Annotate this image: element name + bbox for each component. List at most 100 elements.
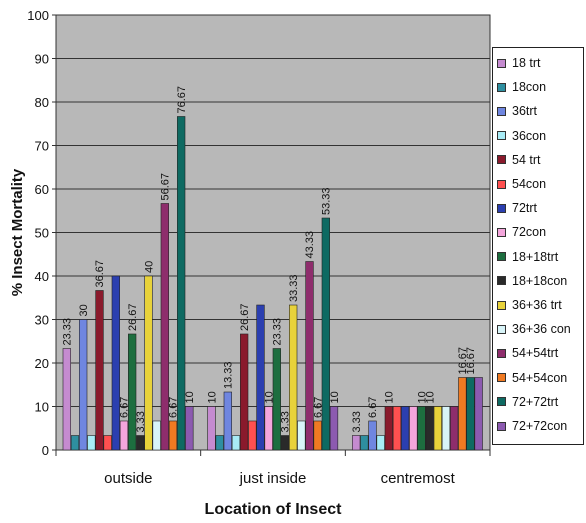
bar	[401, 406, 410, 451]
bar	[280, 435, 290, 451]
bar	[207, 406, 216, 451]
bar	[223, 391, 232, 451]
legend-swatch	[497, 179, 506, 189]
legend-item: 54con	[497, 173, 546, 195]
data-label: 23.33	[272, 318, 284, 346]
legend-swatch	[497, 155, 506, 165]
legend-swatch	[497, 276, 506, 286]
y-tick-label: 50	[35, 226, 49, 241]
legend-label: 72+72con	[512, 419, 568, 433]
data-label: 76.67	[176, 86, 188, 114]
x-category-label: just inside	[239, 470, 307, 487]
x-axis-title: Location of Insect	[205, 501, 343, 518]
bar	[111, 275, 120, 451]
data-label: 10	[384, 391, 396, 403]
legend-label: 54 trt	[512, 152, 541, 167]
legend-label: 36con	[512, 128, 547, 143]
x-category-label: centremost	[381, 470, 456, 487]
bar	[376, 435, 385, 451]
data-label: 30	[78, 304, 90, 316]
bar	[409, 406, 418, 451]
data-label: 3.33	[351, 411, 363, 432]
data-label: 33.33	[288, 274, 300, 302]
legend-item: 54 trt	[497, 149, 541, 171]
bar	[417, 406, 426, 451]
bar	[248, 420, 257, 451]
legend-item: 72con	[497, 221, 546, 243]
data-label: 6.67	[168, 397, 180, 418]
y-tick-label: 100	[27, 8, 49, 23]
data-label: 53.33	[321, 187, 333, 215]
bar	[392, 406, 402, 451]
y-tick-label: 40	[35, 269, 49, 284]
bar	[466, 377, 475, 451]
legend-label: 18con	[512, 80, 547, 95]
bar	[297, 420, 306, 451]
bar	[70, 435, 80, 451]
legend-swatch	[497, 58, 506, 68]
legend: 18 trt 18con 36trt 36con 54 trt 54con 72trt 72c…	[492, 47, 584, 445]
data-label: 13.33	[223, 361, 235, 389]
bar	[240, 333, 249, 451]
bar	[474, 377, 483, 451]
legend-label: 54con	[512, 177, 547, 191]
legend-label: 18+18trt	[512, 249, 559, 264]
data-label: 10	[263, 391, 275, 403]
legend-swatch	[497, 421, 506, 431]
legend-label: 54+54trt	[512, 346, 559, 361]
bar	[215, 435, 224, 451]
bar	[128, 333, 137, 451]
bar	[177, 116, 186, 451]
legend-swatch	[497, 373, 506, 383]
bar	[305, 261, 314, 451]
bar	[313, 420, 322, 451]
bar	[368, 420, 377, 451]
legend-item: 72+72trt	[497, 391, 558, 413]
bar	[264, 406, 273, 451]
y-tick-label: 60	[35, 182, 49, 197]
legend-swatch	[497, 82, 506, 92]
data-label: 16.67	[457, 347, 469, 375]
legend-swatch	[497, 252, 506, 262]
legend-swatch	[497, 203, 506, 213]
legend-item: 18+18con	[497, 270, 567, 292]
legend-item: 18con	[497, 76, 546, 98]
data-label: 10	[416, 391, 428, 403]
legend-item: 36con	[497, 125, 546, 147]
legend-swatch	[497, 324, 506, 334]
y-tick-label: 20	[35, 356, 49, 371]
bar	[185, 406, 194, 451]
legend-item: 72trt	[497, 197, 537, 219]
legend-label: 72trt	[512, 201, 538, 216]
y-tick-label: 30	[35, 313, 49, 328]
data-label: 3.33	[280, 411, 292, 432]
legend-label: 36+36 trt	[512, 298, 562, 312]
bar	[321, 217, 330, 451]
data-label: 10	[424, 391, 436, 403]
legend-label: 72con	[512, 225, 547, 240]
bar	[329, 406, 339, 451]
legend-item: 36+36 trt	[497, 294, 562, 316]
bar	[272, 348, 281, 451]
y-axis-title: % Insect Mortality	[9, 168, 26, 296]
bar	[231, 435, 241, 451]
legend-label: 18 trt	[512, 56, 541, 70]
bar	[103, 435, 112, 451]
data-label: 23.33	[62, 318, 74, 346]
bar	[441, 406, 451, 451]
bar	[87, 435, 96, 451]
x-category-label: outside	[104, 470, 152, 487]
data-label: 16.67	[465, 347, 477, 375]
data-label: 10	[329, 391, 341, 403]
data-label: 26.67	[127, 303, 139, 331]
data-label: 10	[184, 391, 196, 403]
legend-item: 54+54con	[497, 367, 567, 389]
y-tick-label: 80	[35, 95, 49, 110]
data-label: 3.33	[135, 411, 147, 432]
legend-item: 18+18trt	[497, 246, 558, 268]
legend-label: 36+36 con	[512, 322, 571, 337]
legend-swatch	[497, 348, 506, 358]
legend-item: 18 trt	[497, 52, 541, 74]
